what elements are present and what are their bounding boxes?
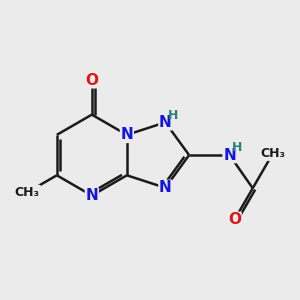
Text: N: N — [159, 115, 172, 130]
Text: N: N — [121, 128, 133, 142]
Text: H: H — [167, 109, 178, 122]
Text: N: N — [223, 148, 236, 163]
Text: O: O — [228, 212, 241, 227]
Text: CH₃: CH₃ — [14, 186, 40, 199]
Text: N: N — [159, 180, 172, 195]
Text: H: H — [232, 141, 242, 154]
Text: N: N — [85, 188, 98, 203]
Text: O: O — [85, 73, 98, 88]
Text: CH₃: CH₃ — [260, 147, 286, 160]
